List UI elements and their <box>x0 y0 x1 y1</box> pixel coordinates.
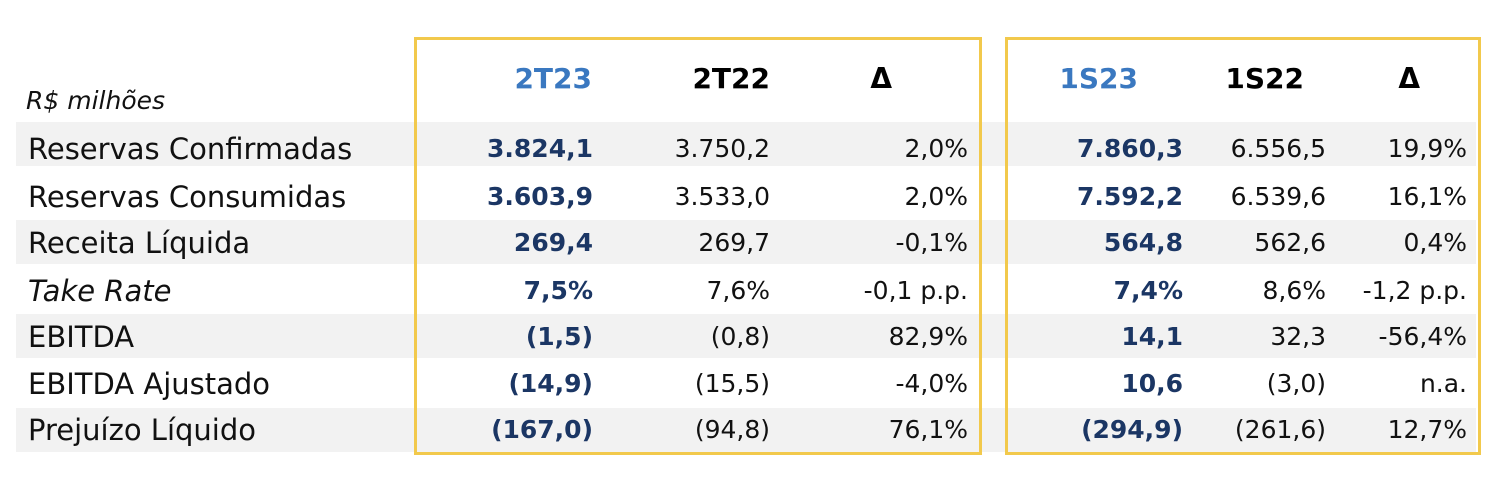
row-label: Receita Líquida <box>28 226 251 260</box>
cell-1s23: 14,1 <box>1121 322 1183 351</box>
cell-quarter-delta: -0,1% <box>895 228 968 257</box>
row-shade <box>16 122 1476 166</box>
cell-semester-delta: 16,1% <box>1387 182 1467 211</box>
cell-1s22: 562,6 <box>1254 228 1326 257</box>
header-semester-delta: Δ <box>1398 62 1420 95</box>
header-2t23: 2T23 <box>514 62 592 95</box>
row-shade <box>16 408 1476 452</box>
cell-2t22: 3.750,2 <box>674 134 770 163</box>
header-quarter-delta: Δ <box>870 62 892 95</box>
cell-2t23: 3.824,1 <box>487 134 593 163</box>
cell-semester-delta: 19,9% <box>1387 134 1467 163</box>
cell-quarter-delta: 2,0% <box>904 134 968 163</box>
cell-1s23: 7.592,2 <box>1077 182 1183 211</box>
cell-1s22: 8,6% <box>1262 276 1326 305</box>
header-2t22: 2T22 <box>692 62 770 95</box>
cell-1s22: 6.556,5 <box>1230 134 1326 163</box>
cell-2t23: 269,4 <box>513 228 593 257</box>
row-label: Prejuízo Líquido <box>28 413 256 447</box>
cell-semester-delta: -56,4% <box>1378 322 1467 351</box>
cell-quarter-delta: 76,1% <box>888 415 968 444</box>
row-label: Reservas Consumidas <box>28 180 347 214</box>
cell-2t22: 269,7 <box>698 228 770 257</box>
cell-quarter-delta: -4,0% <box>895 369 968 398</box>
row-label: Take Rate <box>28 274 172 308</box>
cell-1s23: (294,9) <box>1081 415 1183 444</box>
cell-quarter-delta: 82,9% <box>888 322 968 351</box>
cell-1s23: 7,4% <box>1113 276 1183 305</box>
cell-2t22: (0,8) <box>710 322 770 351</box>
cell-1s22: (3,0) <box>1266 369 1326 398</box>
cell-semester-delta: 12,7% <box>1387 415 1467 444</box>
row-shade <box>16 220 1476 264</box>
cell-1s23: 7.860,3 <box>1077 134 1183 163</box>
cell-semester-delta: 0,4% <box>1403 228 1467 257</box>
cell-semester-delta: n.a. <box>1419 369 1467 398</box>
cell-2t23: (14,9) <box>508 369 593 398</box>
unit-label: R$ milhões <box>26 86 166 115</box>
row-label: Reservas Confirmadas <box>28 132 353 166</box>
header-1s22: 1S22 <box>1225 62 1304 95</box>
cell-quarter-delta: -0,1 p.p. <box>863 276 968 305</box>
cell-semester-delta: -1,2 p.p. <box>1362 276 1467 305</box>
row-label: EBITDA <box>28 320 135 354</box>
cell-2t23: 7,5% <box>523 276 593 305</box>
cell-2t22: (15,5) <box>694 369 770 398</box>
cell-2t22: 3.533,0 <box>674 182 770 211</box>
row-shade <box>16 314 1476 358</box>
cell-1s22: (261,6) <box>1234 415 1326 444</box>
cell-1s22: 6.539,6 <box>1230 182 1326 211</box>
row-label: EBITDA Ajustado <box>28 367 271 401</box>
cell-1s23: 10,6 <box>1121 369 1183 398</box>
cell-2t23: (1,5) <box>525 322 593 351</box>
cell-1s23: 564,8 <box>1103 228 1183 257</box>
cell-2t23: 3.603,9 <box>487 182 593 211</box>
cell-2t23: (167,0) <box>491 415 593 444</box>
cell-2t22: 7,6% <box>706 276 770 305</box>
cell-quarter-delta: 2,0% <box>904 182 968 211</box>
header-1s23: 1S23 <box>1059 62 1138 95</box>
cell-2t22: (94,8) <box>694 415 770 444</box>
cell-1s22: 32,3 <box>1270 322 1326 351</box>
